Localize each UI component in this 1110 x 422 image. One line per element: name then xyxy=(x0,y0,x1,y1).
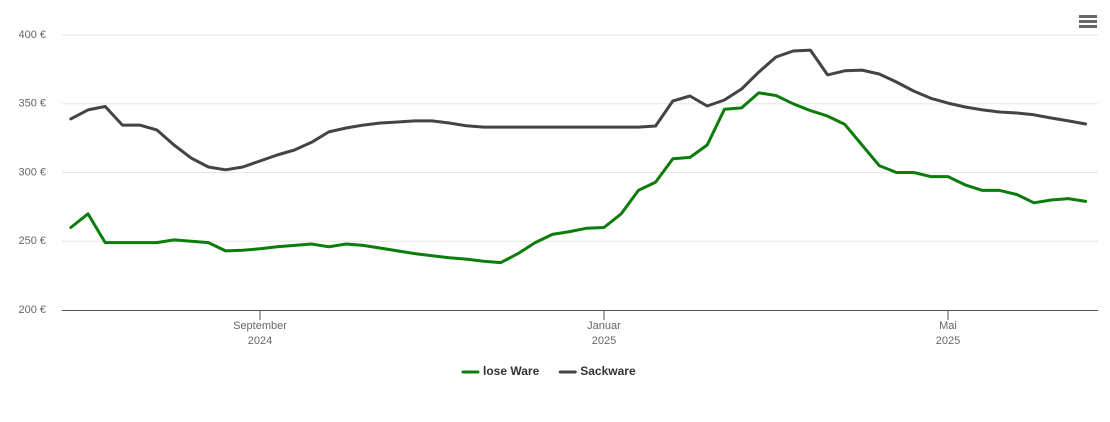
x-tick-label: Mai 2025 xyxy=(936,320,960,347)
y-tick-label: 400 € xyxy=(18,29,46,41)
y-tick-label: 300 € xyxy=(18,166,46,178)
menu-bar xyxy=(1079,15,1097,18)
menu-bar xyxy=(1079,20,1097,23)
y-tick-label: 250 € xyxy=(18,235,46,247)
legend-label: lose Ware xyxy=(483,364,540,378)
legend-label: Sackware xyxy=(580,364,636,378)
y-tick-label: 350 € xyxy=(18,98,46,110)
x-tick-label: Januar 2025 xyxy=(587,320,621,347)
series-line xyxy=(69,91,1088,265)
menu-button[interactable] xyxy=(1079,15,1097,28)
y-tick-label: 200 € xyxy=(18,304,46,316)
series-line xyxy=(69,48,1088,172)
x-tick-label: September 2024 xyxy=(233,320,287,347)
menu-bar xyxy=(1079,25,1097,28)
